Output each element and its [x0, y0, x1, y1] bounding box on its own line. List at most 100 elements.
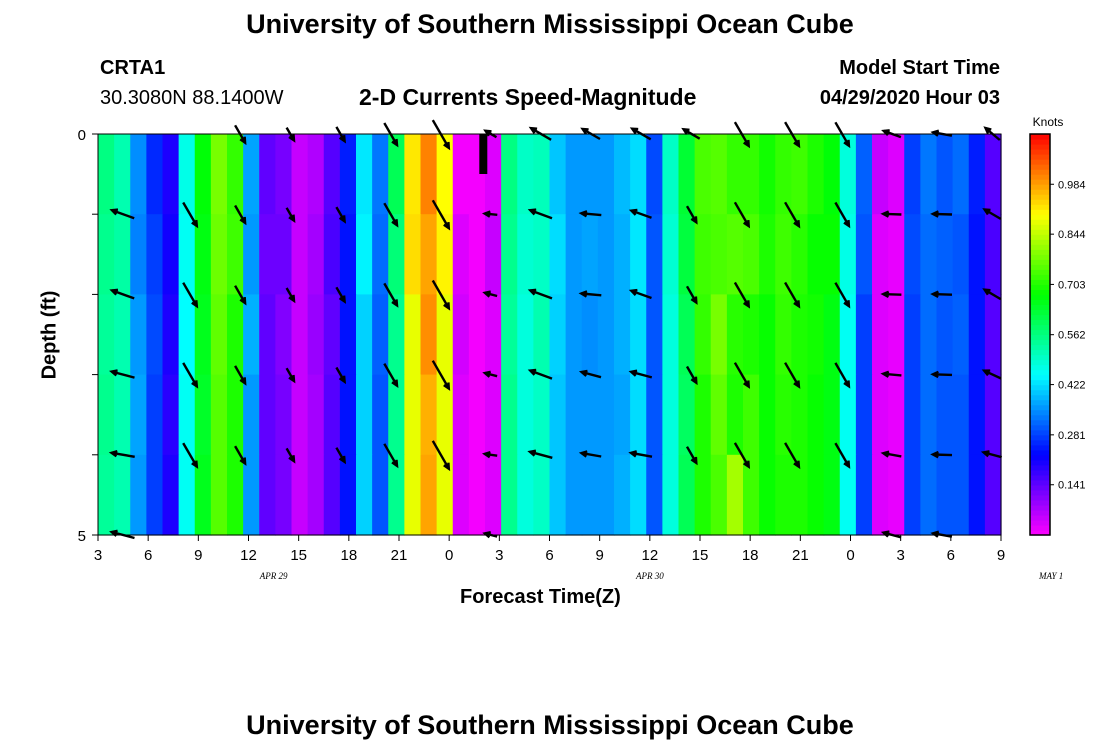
- model-start-value: 04/29/2020 Hour 03: [819, 87, 1000, 109]
- heatmap-cell: [388, 214, 405, 295]
- heatmap-cell: [162, 134, 180, 215]
- heatmap-cell: [984, 134, 1002, 215]
- heatmap-cell: [146, 134, 164, 215]
- colorbar-band: [1030, 209, 1050, 215]
- heatmap-cell: [404, 134, 422, 215]
- heatmap-cell: [904, 454, 921, 536]
- heatmap-cell: [404, 454, 422, 536]
- heatmap-cell: [307, 214, 325, 295]
- heatmap-cell: [420, 214, 438, 295]
- heatmap-cell: [743, 294, 760, 376]
- heatmap-cell: [678, 214, 696, 295]
- colorbar-band: [1030, 194, 1050, 200]
- heatmap-cell: [823, 214, 841, 295]
- heatmap-cell: [468, 374, 486, 456]
- heatmap-cell: [630, 134, 647, 215]
- heatmap-cell: [533, 454, 551, 536]
- current-arrow: [234, 204, 247, 226]
- heatmap-cell: [130, 374, 147, 456]
- heatmap-cell: [678, 134, 696, 215]
- heatmap-cell: [920, 214, 938, 295]
- heatmap-cell: [452, 374, 470, 456]
- current-arrow: [982, 208, 1002, 220]
- heatmap-cell: [726, 454, 744, 536]
- heatmap-cell: [807, 454, 825, 536]
- heatmap-cell: [485, 374, 502, 456]
- model-start-label: Model Start Time: [839, 57, 1000, 79]
- heatmap-cell: [436, 294, 454, 376]
- colorbar-tick-label: 0.141: [1058, 480, 1086, 492]
- heatmap-cell: [597, 374, 615, 456]
- heatmap-cell: [178, 134, 196, 215]
- footer-title: University of Southern Mississippi Ocean…: [246, 710, 854, 740]
- heatmap-cell: [130, 294, 147, 376]
- current-arrow: [383, 282, 399, 308]
- heatmap-cell: [823, 134, 841, 215]
- current-arrow: [182, 282, 199, 309]
- colorbar-band: [1030, 199, 1050, 205]
- heatmap-cell: [275, 294, 293, 376]
- heatmap-cell: [565, 214, 583, 295]
- x-tick-label: 9: [194, 547, 202, 564]
- colorbar-band: [1030, 359, 1050, 366]
- heatmap-cell: [694, 134, 712, 215]
- colorbar-band: [1030, 399, 1050, 406]
- colorbar-band: [1030, 259, 1050, 265]
- heatmap-cell: [114, 374, 131, 456]
- heatmap-cell: [194, 134, 212, 215]
- colorbar-band: [1030, 529, 1050, 536]
- heatmap-cell: [130, 214, 147, 295]
- heatmap-cell: [855, 454, 873, 536]
- heatmap-cell: [501, 214, 518, 295]
- colorbar-band: [1030, 509, 1050, 516]
- heatmap-cell: [388, 134, 405, 215]
- heatmap-cell: [710, 214, 728, 295]
- colorbar-band: [1030, 414, 1050, 421]
- heatmap-cell: [743, 214, 760, 295]
- colorbar-band: [1030, 184, 1050, 190]
- heatmap-cell: [420, 374, 438, 456]
- heatmap-cell: [404, 294, 422, 376]
- current-arrow: [880, 290, 902, 298]
- heatmap-cell: [259, 214, 276, 295]
- heatmap-cell: [549, 374, 567, 456]
- heatmap-cell: [743, 134, 760, 215]
- colorbar-tick-label: 0.281: [1058, 430, 1086, 442]
- heatmap-cell: [178, 214, 196, 295]
- heatmap-cell: [98, 214, 115, 295]
- heatmap-cell: [436, 454, 454, 536]
- heatmap-cell: [581, 374, 599, 456]
- heatmap-cell: [517, 374, 534, 456]
- colorbar-band: [1030, 144, 1050, 150]
- colorbar-band: [1030, 314, 1050, 321]
- heatmap-cell: [984, 374, 1002, 456]
- x-tick-label: 9: [997, 547, 1005, 564]
- heatmap-cell: [339, 134, 357, 215]
- current-arrow: [578, 450, 602, 458]
- colorbar-band: [1030, 214, 1050, 220]
- current-arrow: [285, 367, 296, 384]
- heatmap-cell: [646, 454, 663, 536]
- x-tick-label: 6: [545, 547, 553, 564]
- heatmap-cell: [243, 374, 260, 456]
- heatmap-cell: [759, 374, 776, 456]
- heatmap-cell: [485, 214, 502, 295]
- heatmap-cell: [162, 374, 180, 456]
- x-tick-label: 9: [595, 547, 603, 564]
- colorbar-tick-label: 0.562: [1058, 330, 1086, 342]
- current-arrow: [880, 450, 902, 458]
- heatmap-cell: [597, 214, 615, 295]
- heatmap-cell: [259, 134, 276, 215]
- colorbar-band: [1030, 364, 1050, 371]
- heatmap-cell: [662, 134, 680, 215]
- heatmap-cell: [356, 134, 373, 215]
- heatmap-cell: [356, 214, 373, 295]
- heatmap-cell: [775, 294, 792, 376]
- heatmap-cell: [662, 374, 680, 456]
- heatmap-cell: [904, 134, 921, 215]
- colorbar-band: [1030, 339, 1050, 346]
- current-arrow: [527, 288, 553, 300]
- heatmap-cell: [872, 374, 889, 456]
- colorbar-band: [1030, 379, 1050, 386]
